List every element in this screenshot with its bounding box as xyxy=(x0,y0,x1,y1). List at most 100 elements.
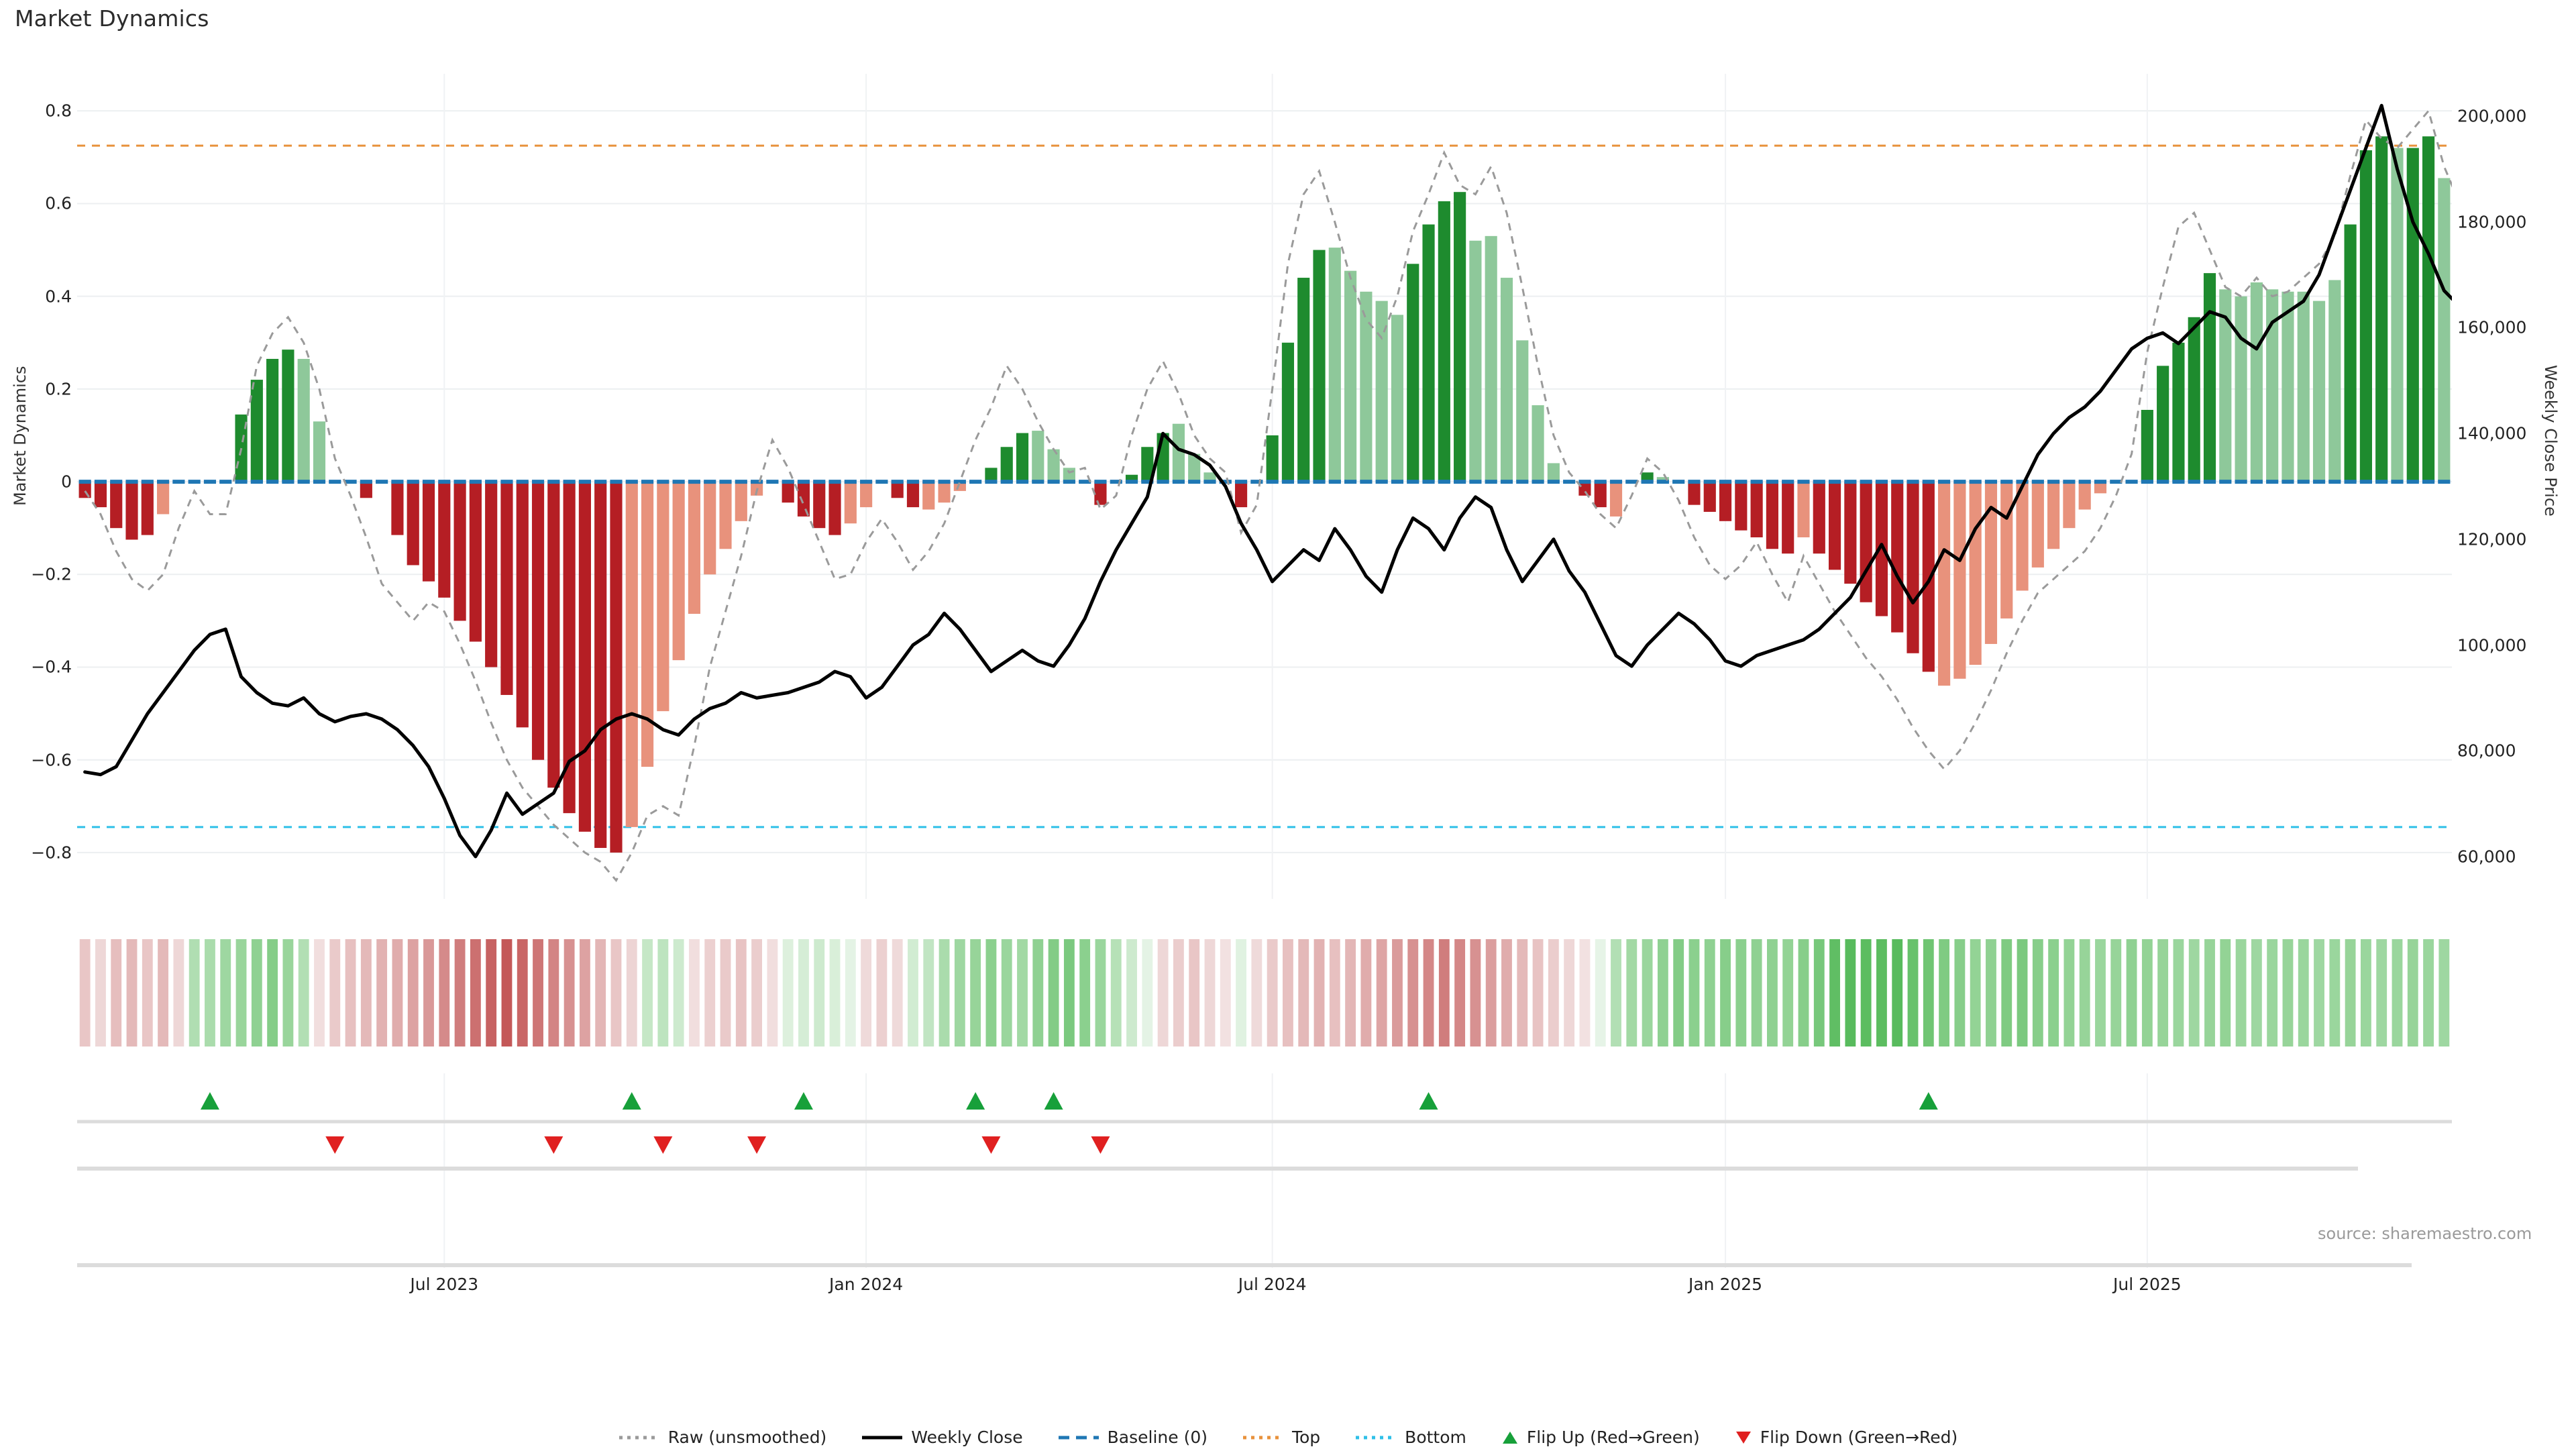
heat-strip-cell xyxy=(2204,939,2215,1046)
heat-strip-cell xyxy=(1501,939,1512,1046)
x-axis-ticks: Jul 2023 Jan 2024 Jul 2024 Jan 2025 Jul 2025 xyxy=(0,1275,2576,1308)
dynamics-bar xyxy=(735,482,747,521)
heat-strip-cell xyxy=(1548,939,1559,1046)
heat-strip-cell xyxy=(1564,939,1575,1046)
dynamics-bar xyxy=(250,380,263,482)
legend-item[interactable]: Flip Down (Green→Red) xyxy=(1735,1428,1957,1447)
heat-strip-cell xyxy=(1236,939,1246,1046)
heat-strip-cell xyxy=(1860,939,1872,1046)
heat-strip-cell xyxy=(1485,939,1497,1046)
heat-strip-cell xyxy=(798,939,809,1046)
dynamics-bar xyxy=(1703,482,1716,513)
legend-item[interactable]: Weekly Close xyxy=(861,1428,1023,1447)
dynamics-bar xyxy=(1234,482,1248,508)
dynamics-bar xyxy=(453,482,466,621)
legend-item[interactable]: Flip Up (Red→Green) xyxy=(1501,1428,1700,1447)
heat-strip-cell xyxy=(2267,939,2278,1046)
dynamics-bar xyxy=(844,482,857,524)
dynamics-bar xyxy=(1782,482,1794,554)
y-axis-left-tick: 0.8 xyxy=(45,101,72,121)
dynamics-bar xyxy=(2406,148,2419,482)
down-triangle-icon xyxy=(1735,1431,1751,1444)
dynamics-bar xyxy=(1188,453,1201,482)
flip-down-marker xyxy=(653,1136,673,1154)
y-axis-left-tick: −0.4 xyxy=(31,657,72,677)
dynamics-bar xyxy=(2312,301,2326,482)
dynamics-bar xyxy=(1438,201,1450,482)
legend-label: Raw (unsmoothed) xyxy=(667,1428,827,1447)
dynamics-bar xyxy=(1000,447,1013,482)
flip-up-marker xyxy=(794,1092,813,1110)
heat-strip-cell xyxy=(2251,939,2262,1046)
heat-strip-cell xyxy=(1611,939,1621,1046)
dotted-line-swatch xyxy=(619,1436,659,1439)
heat-strip-cell xyxy=(1204,939,1216,1046)
heat-strip-cell xyxy=(908,939,918,1046)
dynamics-bar xyxy=(1172,423,1185,482)
heat-strip-cell xyxy=(1595,939,1606,1046)
dotted-line-swatch xyxy=(1242,1436,1283,1439)
heat-strip-cell xyxy=(1954,939,1966,1046)
dynamics-bar xyxy=(2250,282,2263,482)
y-axis-left-tick: −0.8 xyxy=(31,843,72,863)
dynamics-bar xyxy=(1391,315,1404,482)
heat-strip-cell xyxy=(892,939,903,1046)
heat-strip-cell xyxy=(1720,939,1731,1046)
dynamics-bar xyxy=(1938,482,1951,686)
source-note: source: sharemaestro.com xyxy=(2318,1224,2532,1243)
heat-strip-cell xyxy=(2235,939,2247,1046)
heat-strip-cell xyxy=(2329,939,2341,1046)
dynamics-bar xyxy=(2297,291,2310,482)
heat-strip-cell xyxy=(704,939,716,1046)
dynamics-bar xyxy=(860,482,873,508)
raw-unsmoothed-line xyxy=(84,109,2452,883)
x-axis-tick: Jul 2024 xyxy=(1238,1275,1307,1294)
heat-strip-cell xyxy=(1829,939,1840,1046)
y-axis-left-tick: 0.2 xyxy=(45,379,72,399)
dynamics-bar xyxy=(469,482,482,642)
dynamics-bar xyxy=(2047,482,2060,549)
dotted-line-swatch xyxy=(1356,1436,1397,1439)
dynamics-bar xyxy=(2219,289,2232,482)
dynamics-bar xyxy=(2094,482,2107,494)
dynamics-bar xyxy=(1797,482,1810,538)
heat-strip-cell xyxy=(2141,939,2153,1046)
heat-strip-cell xyxy=(501,939,513,1046)
heat-strip-cell xyxy=(1939,939,1950,1046)
dynamics-bar xyxy=(1469,240,1482,482)
heat-strip-cell xyxy=(158,939,169,1046)
legend-item[interactable]: Bottom xyxy=(1355,1428,1466,1447)
heat-strip-cell xyxy=(1532,939,1544,1046)
page-title: Market Dynamics xyxy=(15,5,209,32)
dynamics-bar xyxy=(313,421,326,482)
heat-strip-cell xyxy=(1673,939,1684,1046)
heat-strip-cell xyxy=(2438,939,2450,1046)
heat-strip-cell xyxy=(1376,939,1387,1046)
heat-strip-cell xyxy=(2345,939,2356,1046)
heat-strip-cell xyxy=(2157,939,2169,1046)
dynamics-bar xyxy=(2438,178,2451,482)
heat-strip-cell xyxy=(1798,939,1809,1046)
heat-strip-cell xyxy=(282,939,294,1046)
dynamics-bar xyxy=(2375,136,2388,482)
legend-item[interactable]: Baseline (0) xyxy=(1058,1428,1208,1447)
dynamics-bar xyxy=(813,482,826,529)
heat-strip-cell xyxy=(985,939,997,1046)
dynamics-bar xyxy=(1485,235,1497,482)
dynamics-bar xyxy=(2203,273,2216,482)
dynamics-bar xyxy=(891,482,904,498)
dynamics-bar xyxy=(782,482,794,503)
main-plot-area xyxy=(77,74,2452,899)
legend-item[interactable]: Top xyxy=(1242,1428,1320,1447)
dynamics-bar xyxy=(2359,150,2372,482)
heat-strip-cell xyxy=(329,939,341,1046)
y-axis-right-tick: 60,000 xyxy=(2457,847,2516,867)
dynamics-bar xyxy=(1328,248,1341,482)
heat-strip-cell xyxy=(1220,939,1231,1046)
heat-strip-cell xyxy=(2392,939,2403,1046)
legend-item[interactable]: Raw (unsmoothed) xyxy=(619,1428,827,1447)
dynamics-bar xyxy=(1641,472,1654,482)
y-axis-left-ticks: 0.8 0.6 0.4 0.2 0 −0.2 −0.4 −0.6 −0.8 xyxy=(0,74,74,899)
heat-strip-cell xyxy=(1407,939,1419,1046)
dynamics-bar xyxy=(2157,366,2169,482)
